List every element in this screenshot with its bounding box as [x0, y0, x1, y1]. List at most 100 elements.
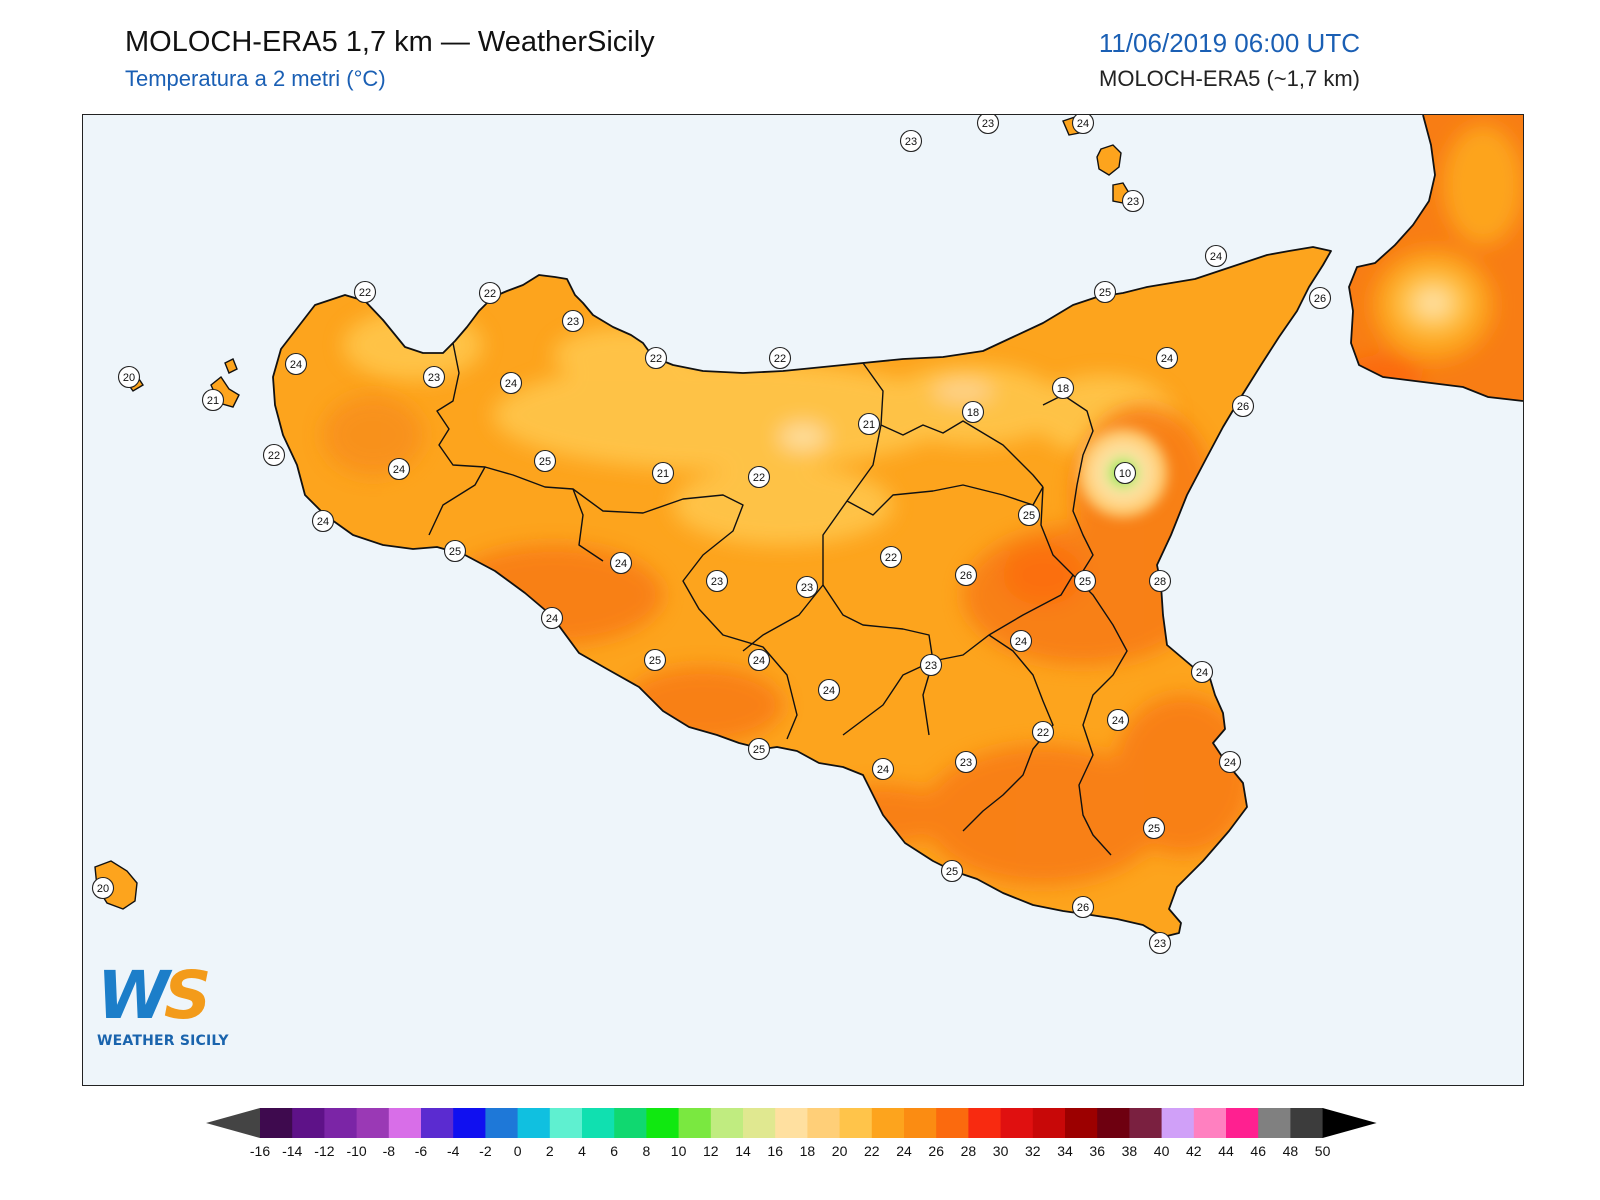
- station-temperature-label: 21: [657, 468, 669, 480]
- station-marker-circle: [609, 551, 633, 575]
- station-marker: 21: [651, 461, 675, 485]
- station-marker-circle: [919, 653, 943, 677]
- station-temperature-label: 24: [1015, 636, 1027, 648]
- station-marker-circle: [747, 737, 771, 761]
- station-marker: 25: [1142, 816, 1166, 840]
- station-temperature-label: 25: [1148, 823, 1160, 835]
- station-marker: 24: [609, 551, 633, 575]
- colorbar-tick-label: 28: [961, 1143, 977, 1159]
- station-marker-circle: [1106, 708, 1130, 732]
- station-marker: 22: [1031, 720, 1055, 744]
- colorbar-swatch: [485, 1108, 519, 1138]
- station-marker: 25: [643, 648, 667, 672]
- station-marker-circle: [871, 757, 895, 781]
- station-marker: 23: [422, 365, 446, 389]
- colorbar-tick-label: 42: [1186, 1143, 1202, 1159]
- station-marker-circle: [747, 465, 771, 489]
- station-marker-circle: [651, 461, 675, 485]
- colorbar-tick-label: -4: [447, 1143, 460, 1159]
- colorbar-swatch: [1129, 1108, 1163, 1138]
- station-marker: 24: [817, 678, 841, 702]
- station-marker-circle: [1148, 569, 1172, 593]
- station-marker: 18: [961, 400, 985, 424]
- colorbar-swatch: [1193, 1108, 1227, 1138]
- station-temperature-label: 24: [1077, 118, 1089, 130]
- station-marker-circle: [201, 388, 225, 412]
- station-temperature-label: 24: [505, 378, 517, 390]
- station-marker-circle: [1155, 346, 1179, 370]
- station-marker-circle: [1231, 394, 1255, 418]
- station-temperature-label: 24: [393, 464, 405, 476]
- colorbar-swatch: [1290, 1108, 1324, 1138]
- colorbar-swatch: [324, 1108, 358, 1138]
- station-temperature-label: 23: [1154, 938, 1166, 950]
- colorbar-tick-label: -10: [346, 1143, 366, 1159]
- station-temperature-label: 25: [946, 866, 958, 878]
- colorbar-tick-label: -16: [250, 1143, 270, 1159]
- colorbar-tick-label: 6: [610, 1143, 618, 1159]
- station-temperature-label: 24: [823, 685, 835, 697]
- colorbar-min-arrow: [206, 1108, 260, 1138]
- station-marker-circle: [747, 648, 771, 672]
- colorbar-tick-label: 8: [643, 1143, 651, 1159]
- colorbar-swatch: [1258, 1108, 1291, 1138]
- station-marker-circle: [899, 129, 923, 153]
- station-marker: 22: [262, 443, 286, 467]
- station-temperature-label: 10: [1119, 468, 1131, 480]
- station-marker: 22: [747, 465, 771, 489]
- station-temperature-label: 23: [801, 582, 813, 594]
- colorbar-swatch: [968, 1108, 1002, 1138]
- station-marker: 23: [1148, 931, 1172, 955]
- forecast-datetime: 11/06/2019 06:00 UTC: [1098, 28, 1360, 58]
- colorbar-swatch: [388, 1108, 422, 1138]
- colorbar-swatch: [356, 1108, 390, 1138]
- station-marker-circle: [1218, 750, 1242, 774]
- colorbar-swatch: [904, 1108, 937, 1138]
- station-temperature-label: 25: [539, 456, 551, 468]
- station-marker-circle: [1093, 280, 1117, 304]
- colorbar-tick-label: 4: [578, 1143, 586, 1159]
- station-temperature-label: 22: [650, 353, 662, 365]
- colorbar-swatch: [1032, 1108, 1066, 1138]
- station-marker: 24: [387, 457, 411, 481]
- station-marker: 23: [976, 115, 1000, 135]
- colorbar-tick-label: 40: [1154, 1143, 1170, 1159]
- station-temperature-label: 25: [1099, 287, 1111, 299]
- colorbar-swatch: [743, 1108, 776, 1138]
- colorbar-swatch: [839, 1108, 873, 1138]
- station-temperature-label: 22: [753, 472, 765, 484]
- temperature-colorbar: -16 -14 -12 -10 -8 -6 -4 -2 0 2 4 6 8 10 12 14 16 18 20 22 2…: [206, 1108, 1377, 1159]
- temperature-map[interactable]: 23 23 24 23 24 22 22 23 25 26 20 21 24 23 24 22 22 24 18 18…: [82, 114, 1524, 1086]
- station-marker: 24: [1009, 629, 1033, 653]
- map-subtitle: Temperatura a 2 metri (°C): [125, 66, 386, 91]
- station-marker: 25: [1073, 569, 1097, 593]
- station-marker: 24: [1071, 115, 1095, 135]
- station-marker: 26: [1308, 286, 1332, 310]
- colorbar-swatch: [260, 1108, 293, 1138]
- weathersicily-logo: WS WEATHER SICILY: [97, 957, 229, 1050]
- station-marker-circle: [643, 648, 667, 672]
- station-temperature-label: 26: [960, 570, 972, 582]
- station-marker-circle: [443, 539, 467, 563]
- colorbar-tick-label: 38: [1122, 1143, 1138, 1159]
- station-temperature-label: 24: [290, 359, 302, 371]
- colorbar-tick-label: 18: [800, 1143, 816, 1159]
- station-marker: 24: [284, 352, 308, 376]
- colorbar-swatch: [292, 1108, 325, 1138]
- colorbar-tick-label: 32: [1025, 1143, 1041, 1159]
- station-marker: 23: [919, 653, 943, 677]
- station-marker: 25: [1017, 503, 1041, 527]
- station-marker: 22: [644, 346, 668, 370]
- station-marker: 25: [533, 449, 557, 473]
- station-marker: 24: [499, 371, 523, 395]
- station-marker-circle: [117, 365, 141, 389]
- colorbar-tick-label: -2: [479, 1143, 492, 1159]
- station-temperature-label: 24: [615, 558, 627, 570]
- station-temperature-label: 24: [1224, 757, 1236, 769]
- station-marker-circle: [1071, 895, 1095, 919]
- station-temperature-label: 28: [1154, 576, 1166, 588]
- station-marker-circle: [1121, 189, 1145, 213]
- colorbar-swatch: [807, 1108, 841, 1138]
- station-marker: 21: [857, 412, 881, 436]
- station-marker: 22: [768, 346, 792, 370]
